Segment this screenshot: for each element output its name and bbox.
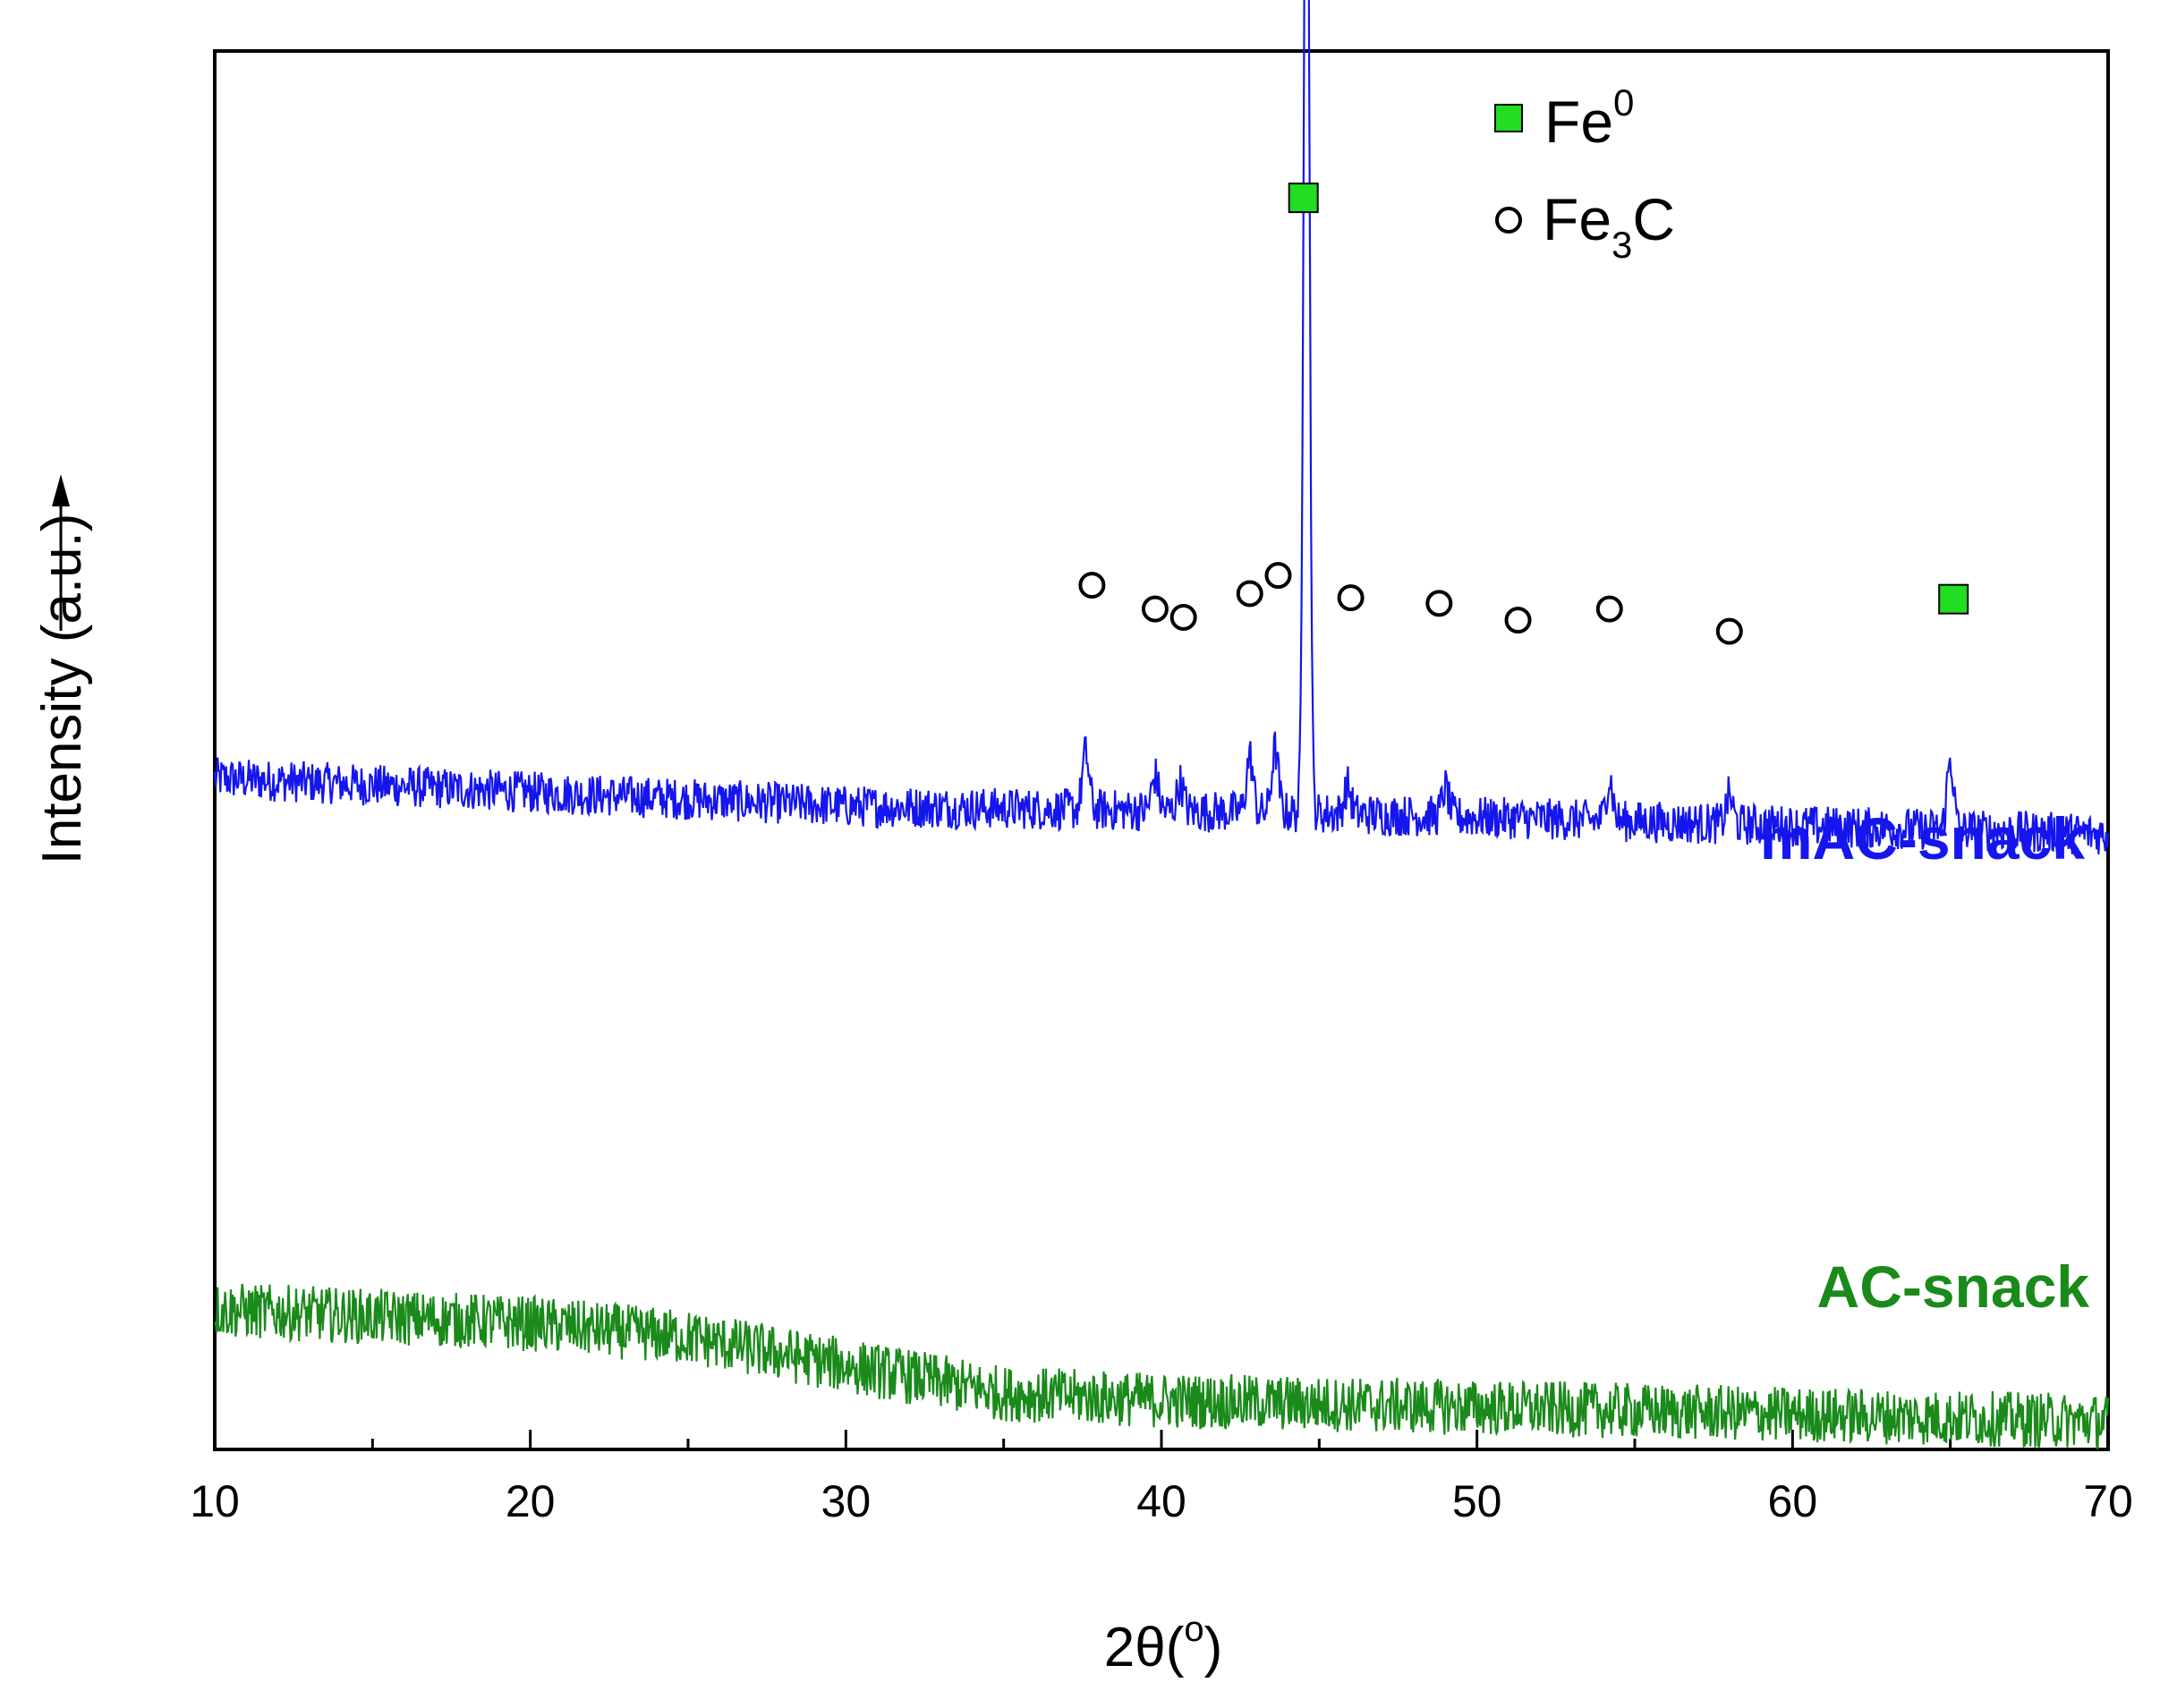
fe3c-marker-icon: [1264, 562, 1292, 590]
x-tick-label: 70: [2083, 1476, 2133, 1526]
svg-text:2θ(o): 2θ(o): [1104, 1610, 1223, 1678]
series-label-mac-snack: mAC-snack: [1760, 805, 2085, 871]
x-tick-label: 60: [1768, 1476, 1818, 1526]
x-axis-ticks: 10 20 30 40 50 60 70: [190, 1430, 2133, 1526]
legend: Fe0 Fe3C: [1494, 81, 1675, 266]
legend-fe3c-suffix: C: [1632, 186, 1675, 252]
fe3c-marker-icon: [1504, 607, 1532, 634]
y-axis-arrow-icon: [52, 474, 70, 506]
x-tick-label: 40: [1136, 1476, 1186, 1526]
x-tick-label: 30: [821, 1476, 872, 1526]
x-tick-label: 10: [190, 1476, 240, 1526]
fe3c-marker-icon: [1337, 584, 1365, 612]
series-line-1: [214, 1283, 2110, 1449]
x-axis-title: 2θ(: [1104, 1617, 1185, 1678]
x-tick-label: 50: [1452, 1476, 1502, 1526]
fe0-marker-icon: [1288, 183, 1319, 214]
phase-markers: [1078, 183, 1969, 645]
x-axis-title-degree: o: [1184, 1610, 1203, 1649]
legend-fe0-square-icon: [1494, 104, 1523, 132]
series-label-ac-snack: AC-snack: [1817, 1253, 2090, 1320]
fe3c-marker-icon: [1169, 604, 1197, 632]
legend-fe0-superscript: 0: [1613, 81, 1634, 123]
fe3c-marker-icon: [1236, 580, 1263, 608]
fe0-marker-icon: [1938, 583, 1969, 615]
legend-fe3c-subscript: 3: [1611, 224, 1632, 266]
fe3c-marker-icon: [1715, 617, 1743, 645]
legend-fe0-label: Fe: [1544, 89, 1613, 155]
legend-fe3c-circle-icon: [1495, 207, 1522, 234]
svg-text:Fe3C: Fe3C: [1543, 186, 1675, 266]
series-layer: [213, 0, 2110, 1449]
fe3c-marker-icon: [1595, 595, 1623, 623]
fe3c-marker-icon: [1425, 590, 1453, 617]
series-line-0: [213, 0, 2110, 854]
plot-frame: [213, 49, 2110, 1451]
svg-text:Fe0: Fe0: [1544, 81, 1634, 155]
legend-fe3c-label: Fe: [1543, 186, 1611, 252]
fe3c-marker-icon: [1141, 595, 1169, 623]
fe3c-marker-icon: [1078, 572, 1106, 599]
x-axis-title-close: ): [1204, 1617, 1223, 1678]
x-tick-label: 20: [506, 1476, 556, 1526]
